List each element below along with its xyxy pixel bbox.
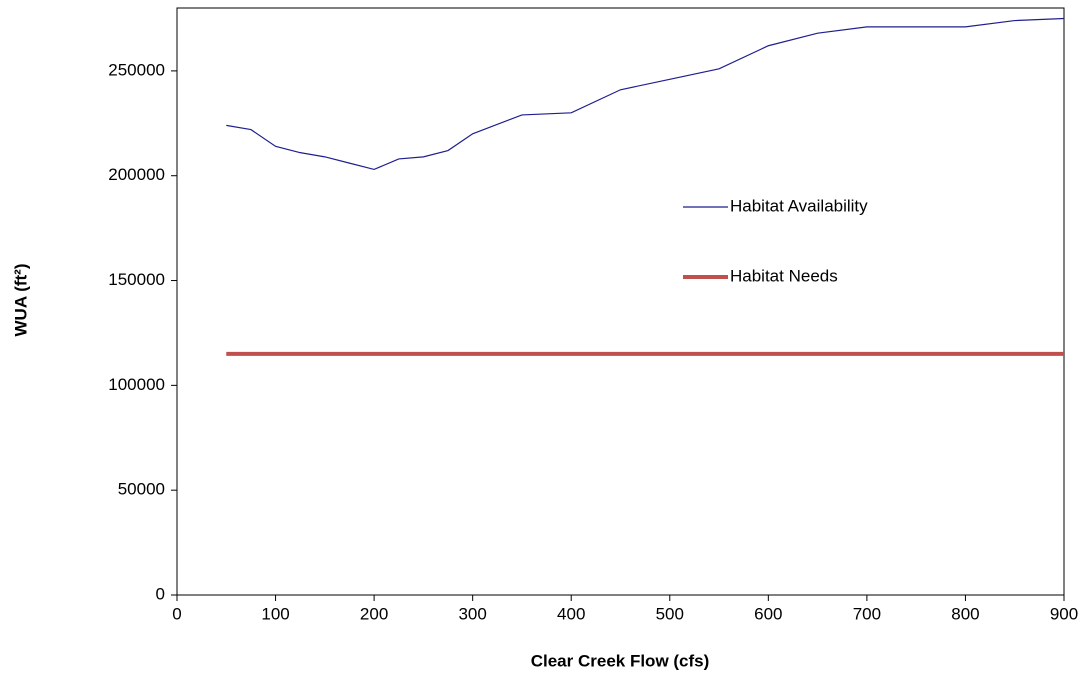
x-tick-label: 300 <box>458 604 486 623</box>
y-tick-label: 250000 <box>108 60 165 79</box>
y-axis-title: WUA (ft²) <box>11 264 30 337</box>
y-tick-label: 50000 <box>118 480 165 499</box>
x-tick-label: 500 <box>656 604 684 623</box>
plot-frame <box>176 7 1065 596</box>
legend-label: Habitat Needs <box>730 266 838 285</box>
y-tick-label: 150000 <box>108 270 165 289</box>
legend-label: Habitat Availability <box>730 196 868 215</box>
x-tick-label: 800 <box>951 604 979 623</box>
y-tick-label: 0 <box>156 584 165 603</box>
x-tick-label: 900 <box>1050 604 1078 623</box>
series-line <box>226 17 1065 171</box>
y-tick-label: 100000 <box>108 375 165 394</box>
x-tick-label: 700 <box>853 604 881 623</box>
y-tick-label: 200000 <box>108 165 165 184</box>
x-tick-label: 0 <box>172 604 181 623</box>
x-tick-label: 100 <box>261 604 289 623</box>
x-tick-label: 400 <box>557 604 585 623</box>
x-axis-title: Clear Creek Flow (cfs) <box>531 651 710 670</box>
x-tick-label: 600 <box>754 604 782 623</box>
x-tick-label: 200 <box>360 604 388 623</box>
